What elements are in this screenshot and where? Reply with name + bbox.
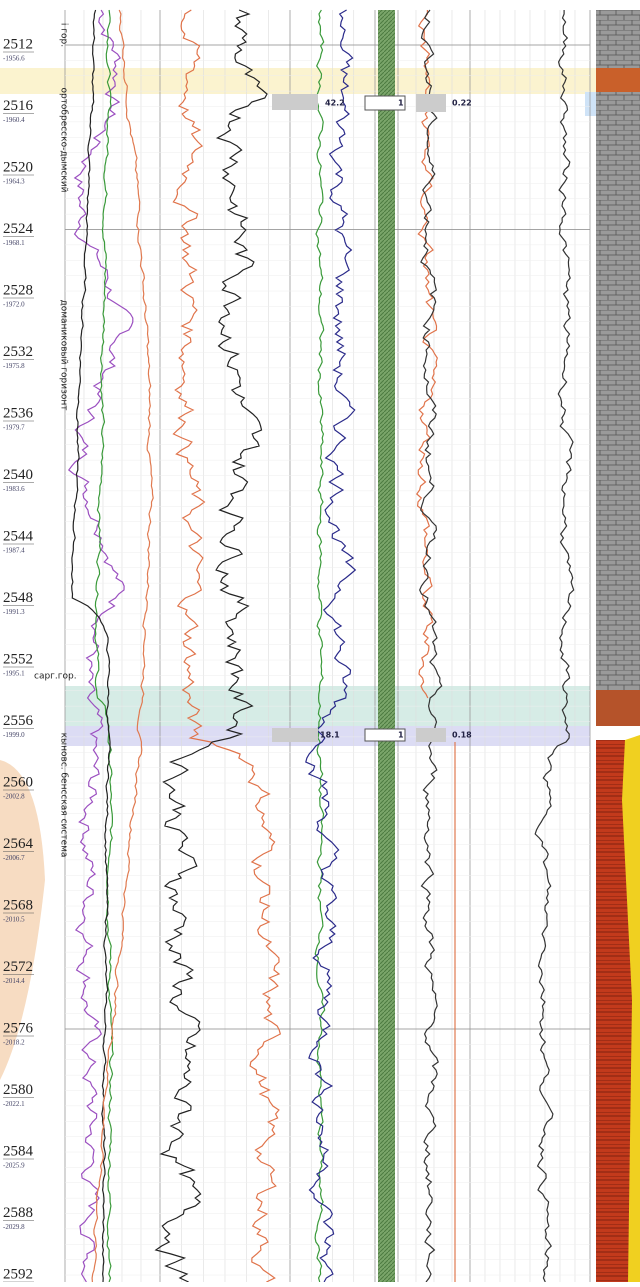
highlight-bands: [0, 68, 640, 1080]
depth-label: 2520: [3, 159, 33, 175]
core-column: [378, 10, 395, 1282]
depth-label: 2516: [3, 98, 34, 114]
depth-label: 2532: [3, 344, 33, 360]
absolute-depth-label: -2025.9: [3, 1162, 25, 1170]
absolute-depth-label: -2002.8: [3, 793, 25, 801]
lithology: [596, 10, 640, 1282]
formation-label: доманиковый горизонт: [59, 299, 69, 410]
depth-label: 2568: [3, 897, 33, 913]
depth-label: 2556: [3, 713, 34, 729]
log-curve: [69, 10, 133, 1282]
absolute-depth-label: -2006.7: [3, 854, 25, 862]
depth-label: 2576: [3, 1020, 34, 1036]
annotation: 42.2: [325, 99, 345, 108]
limestone: [596, 10, 640, 690]
log-curve: [156, 10, 267, 1282]
formation-label: кыновс. бенсская система: [59, 733, 69, 858]
absolute-depth-label: -1964.3: [3, 178, 25, 186]
absolute-depth-label: -1956.6: [3, 55, 25, 63]
absolute-depth-label: -2010.5: [3, 916, 25, 924]
depth-label: 2580: [3, 1082, 33, 1098]
box: [416, 94, 446, 112]
depth-label: 2528: [3, 282, 33, 298]
depth-label: 2560: [3, 774, 33, 790]
absolute-depth-label: -2029.8: [3, 1223, 25, 1231]
depth-label: 2564: [3, 836, 34, 852]
annotation: 1: [398, 731, 404, 740]
formation-label: ортобресско-дымский: [59, 87, 69, 192]
absolute-depth-label: -1995.1: [3, 670, 25, 678]
marl: [596, 690, 640, 726]
box: [272, 94, 318, 110]
absolute-depth-label: -2014.4: [3, 977, 25, 985]
depth-label: 2572: [3, 959, 33, 975]
absolute-depth-label: -1975.8: [3, 362, 25, 370]
box: [416, 728, 446, 742]
log-curve: [535, 10, 574, 1282]
log-curve: [420, 10, 442, 1282]
annotation: 0.22: [452, 99, 472, 108]
formation-label: сарг.гор.: [34, 672, 77, 682]
formation-label: і гор.: [59, 23, 69, 47]
absolute-depth-label: -1983.6: [3, 485, 25, 493]
depth-label: 2544: [3, 528, 34, 544]
marl: [596, 68, 640, 92]
log-curve: [92, 10, 153, 1282]
depth-label: 2536: [3, 405, 34, 421]
annotation: 1: [398, 99, 404, 108]
depth-label: 2512: [3, 36, 33, 52]
log-curve: [306, 10, 356, 1282]
depth-label: 2552: [3, 651, 33, 667]
box: [272, 728, 318, 742]
absolute-depth-label: -1979.7: [3, 424, 25, 432]
depth-label: 2540: [3, 467, 33, 483]
depth-label: 2592: [3, 1266, 33, 1282]
absolute-depth-label: -1972.0: [3, 301, 25, 309]
absolute-depth-label: -1960.4: [3, 116, 25, 124]
depth-track: 2512 2516 2520 2524 2528 2532 2536 2540 2544 2548…: [3, 36, 34, 1282]
absolute-depth-label: -2022.1: [3, 1100, 25, 1108]
absolute-depth-label: -1987.4: [3, 547, 25, 555]
log-curve: [72, 10, 110, 1282]
annotation: 0.18: [452, 731, 472, 740]
log-curve: [95, 10, 113, 1282]
well-log: 42.2 0.22 1 18.1 0.18 1 2512 2516 2520 2524…: [0, 0, 640, 1282]
depth-label: 2548: [3, 590, 33, 606]
absolute-depth-label: -1968.1: [3, 239, 25, 247]
depth-label: 2524: [3, 221, 34, 237]
absolute-depth-label: -1991.3: [3, 608, 25, 616]
depth-label: 2588: [3, 1205, 33, 1221]
absolute-depth-label: -2018.2: [3, 1039, 25, 1047]
absolute-depth-label: -1999.0: [3, 731, 25, 739]
log-curves: [69, 10, 574, 1282]
depth-label: 2584: [3, 1143, 34, 1159]
annotation: 18.1: [320, 731, 340, 740]
